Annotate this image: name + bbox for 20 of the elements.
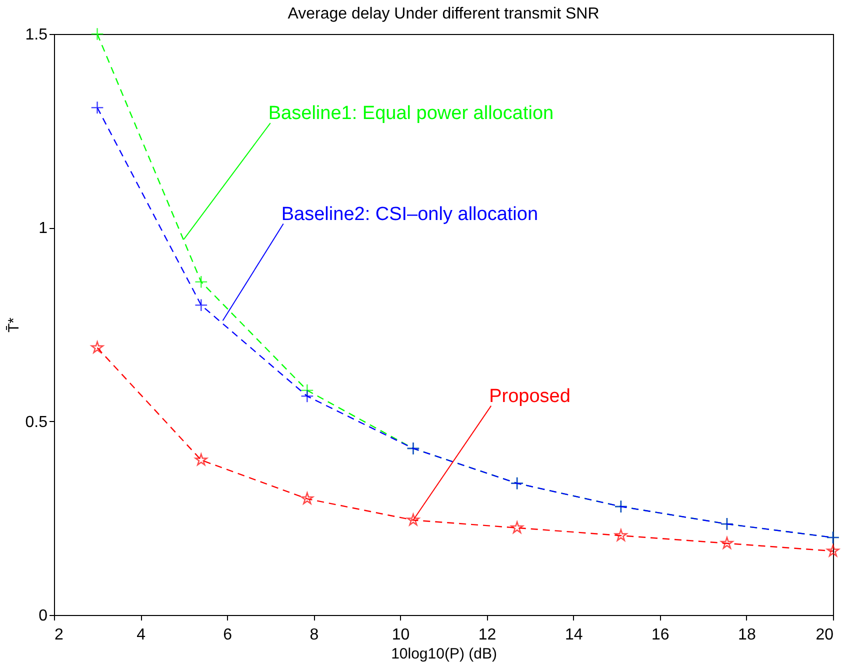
x-tick-label: 16 [651,626,670,644]
annotation: Baseline1: Equal power allocation [268,103,554,124]
chart-title: Average delay Under different transmit SNR [288,5,600,22]
y-tick-label: 1.5 [25,26,48,44]
y-tick-label: 0.5 [25,414,48,431]
x-tick-label: 12 [478,626,496,644]
annotation: Baseline2: CSI–only allocation [281,204,538,225]
x-axis-title: 10log10(P) (dB) [391,646,497,662]
x-tick-label: 10 [392,626,410,644]
x-tick-label: 8 [310,626,319,644]
y-tick-label: 1 [38,220,48,238]
x-tick-label: 14 [564,626,583,644]
y-axis-title: T̄* [5,317,22,332]
x-tick-label: 20 [816,626,834,644]
x-tick-label: 2 [54,626,64,644]
x-tick-label: 6 [223,626,232,644]
y-tick-label: 0 [38,608,48,624]
x-tick-label: 4 [136,626,146,644]
x-tick-label: 18 [738,626,756,644]
annotation: Proposed [489,386,570,407]
